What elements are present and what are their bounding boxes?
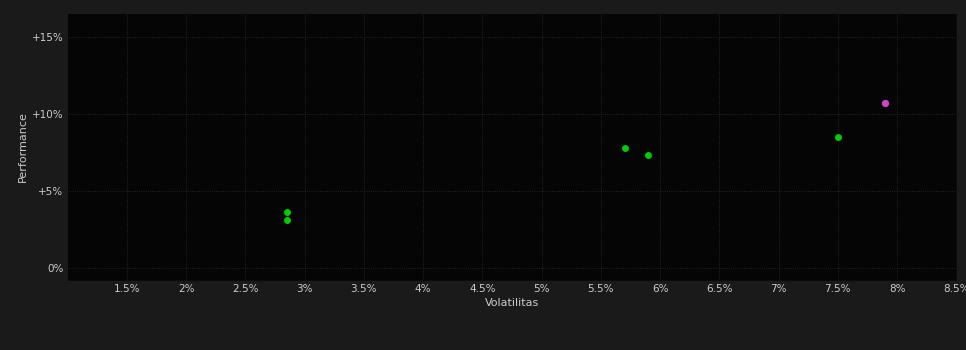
X-axis label: Volatilitas: Volatilitas [485, 298, 539, 308]
Point [617, 145, 633, 150]
Point [640, 153, 656, 158]
Point [279, 210, 295, 215]
Point [279, 217, 295, 223]
Point [877, 100, 893, 106]
Y-axis label: Performance: Performance [17, 112, 28, 182]
Point [830, 134, 845, 140]
